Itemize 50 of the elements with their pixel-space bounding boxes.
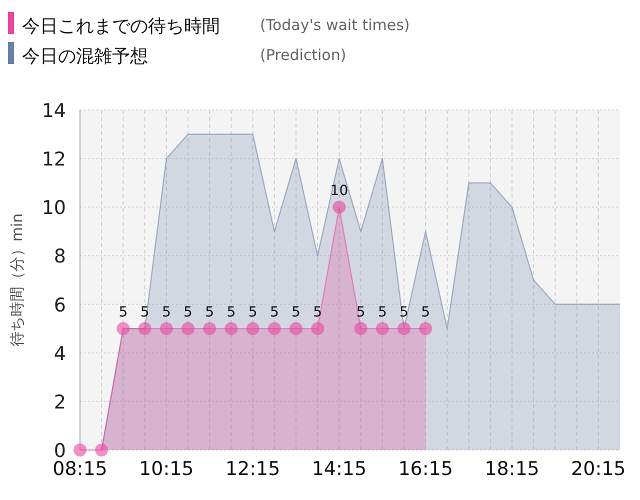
point bbox=[290, 322, 302, 336]
data-label: 5 bbox=[140, 304, 150, 321]
x-tick-label: 16:15 bbox=[398, 458, 453, 480]
legend-label: 今日の混雑予想 bbox=[22, 46, 148, 67]
data-label: 5 bbox=[356, 304, 366, 321]
data-label: 5 bbox=[378, 304, 387, 321]
y-tick-label: 8 bbox=[54, 246, 66, 268]
point bbox=[203, 322, 216, 336]
x-tick-label: 18:15 bbox=[484, 458, 540, 480]
point bbox=[95, 444, 108, 456]
point bbox=[224, 322, 238, 336]
data-label: 5 bbox=[270, 304, 279, 321]
data-label: 5 bbox=[400, 304, 408, 321]
y-tick-label: 4 bbox=[54, 342, 66, 365]
legend-label: 今日これまでの待ち時間 bbox=[22, 16, 220, 37]
point bbox=[246, 322, 260, 336]
point bbox=[354, 322, 368, 336]
point bbox=[74, 444, 86, 456]
point bbox=[268, 322, 281, 336]
point bbox=[419, 322, 432, 336]
data-label: 5 bbox=[421, 304, 430, 321]
x-tick-label: 14:15 bbox=[312, 458, 367, 480]
y-tick-label: 2 bbox=[54, 391, 66, 414]
data-label: 5 bbox=[118, 304, 128, 321]
point bbox=[138, 322, 152, 336]
data-label: 5 bbox=[162, 304, 171, 321]
point bbox=[160, 322, 173, 336]
y-tick-label: 6 bbox=[54, 294, 66, 316]
point bbox=[182, 322, 194, 336]
data-label: 5 bbox=[226, 304, 236, 321]
y-tick-label: 14 bbox=[42, 100, 66, 122]
text: (Today's wait times) bbox=[260, 16, 410, 34]
y-axis-title: 待ち時間（分）min bbox=[8, 213, 26, 347]
point bbox=[376, 322, 389, 336]
text: (Prediction) bbox=[260, 46, 346, 64]
data-label: 5 bbox=[292, 304, 300, 321]
point bbox=[398, 322, 410, 336]
x-tick-label: 10:15 bbox=[139, 458, 194, 480]
point bbox=[116, 322, 130, 336]
data-label: 5 bbox=[313, 304, 322, 321]
point bbox=[332, 200, 346, 214]
point bbox=[311, 322, 324, 336]
y-tick-label: 12 bbox=[42, 148, 66, 171]
x-tick-label: 12:15 bbox=[225, 458, 280, 480]
data-label: 10 bbox=[330, 183, 348, 200]
y-tick-label: 10 bbox=[42, 197, 66, 220]
data-label: 5 bbox=[184, 304, 192, 321]
data-label: 5 bbox=[205, 304, 214, 321]
x-tick-label: 20:15 bbox=[571, 458, 626, 480]
data-label: 5 bbox=[248, 304, 258, 321]
